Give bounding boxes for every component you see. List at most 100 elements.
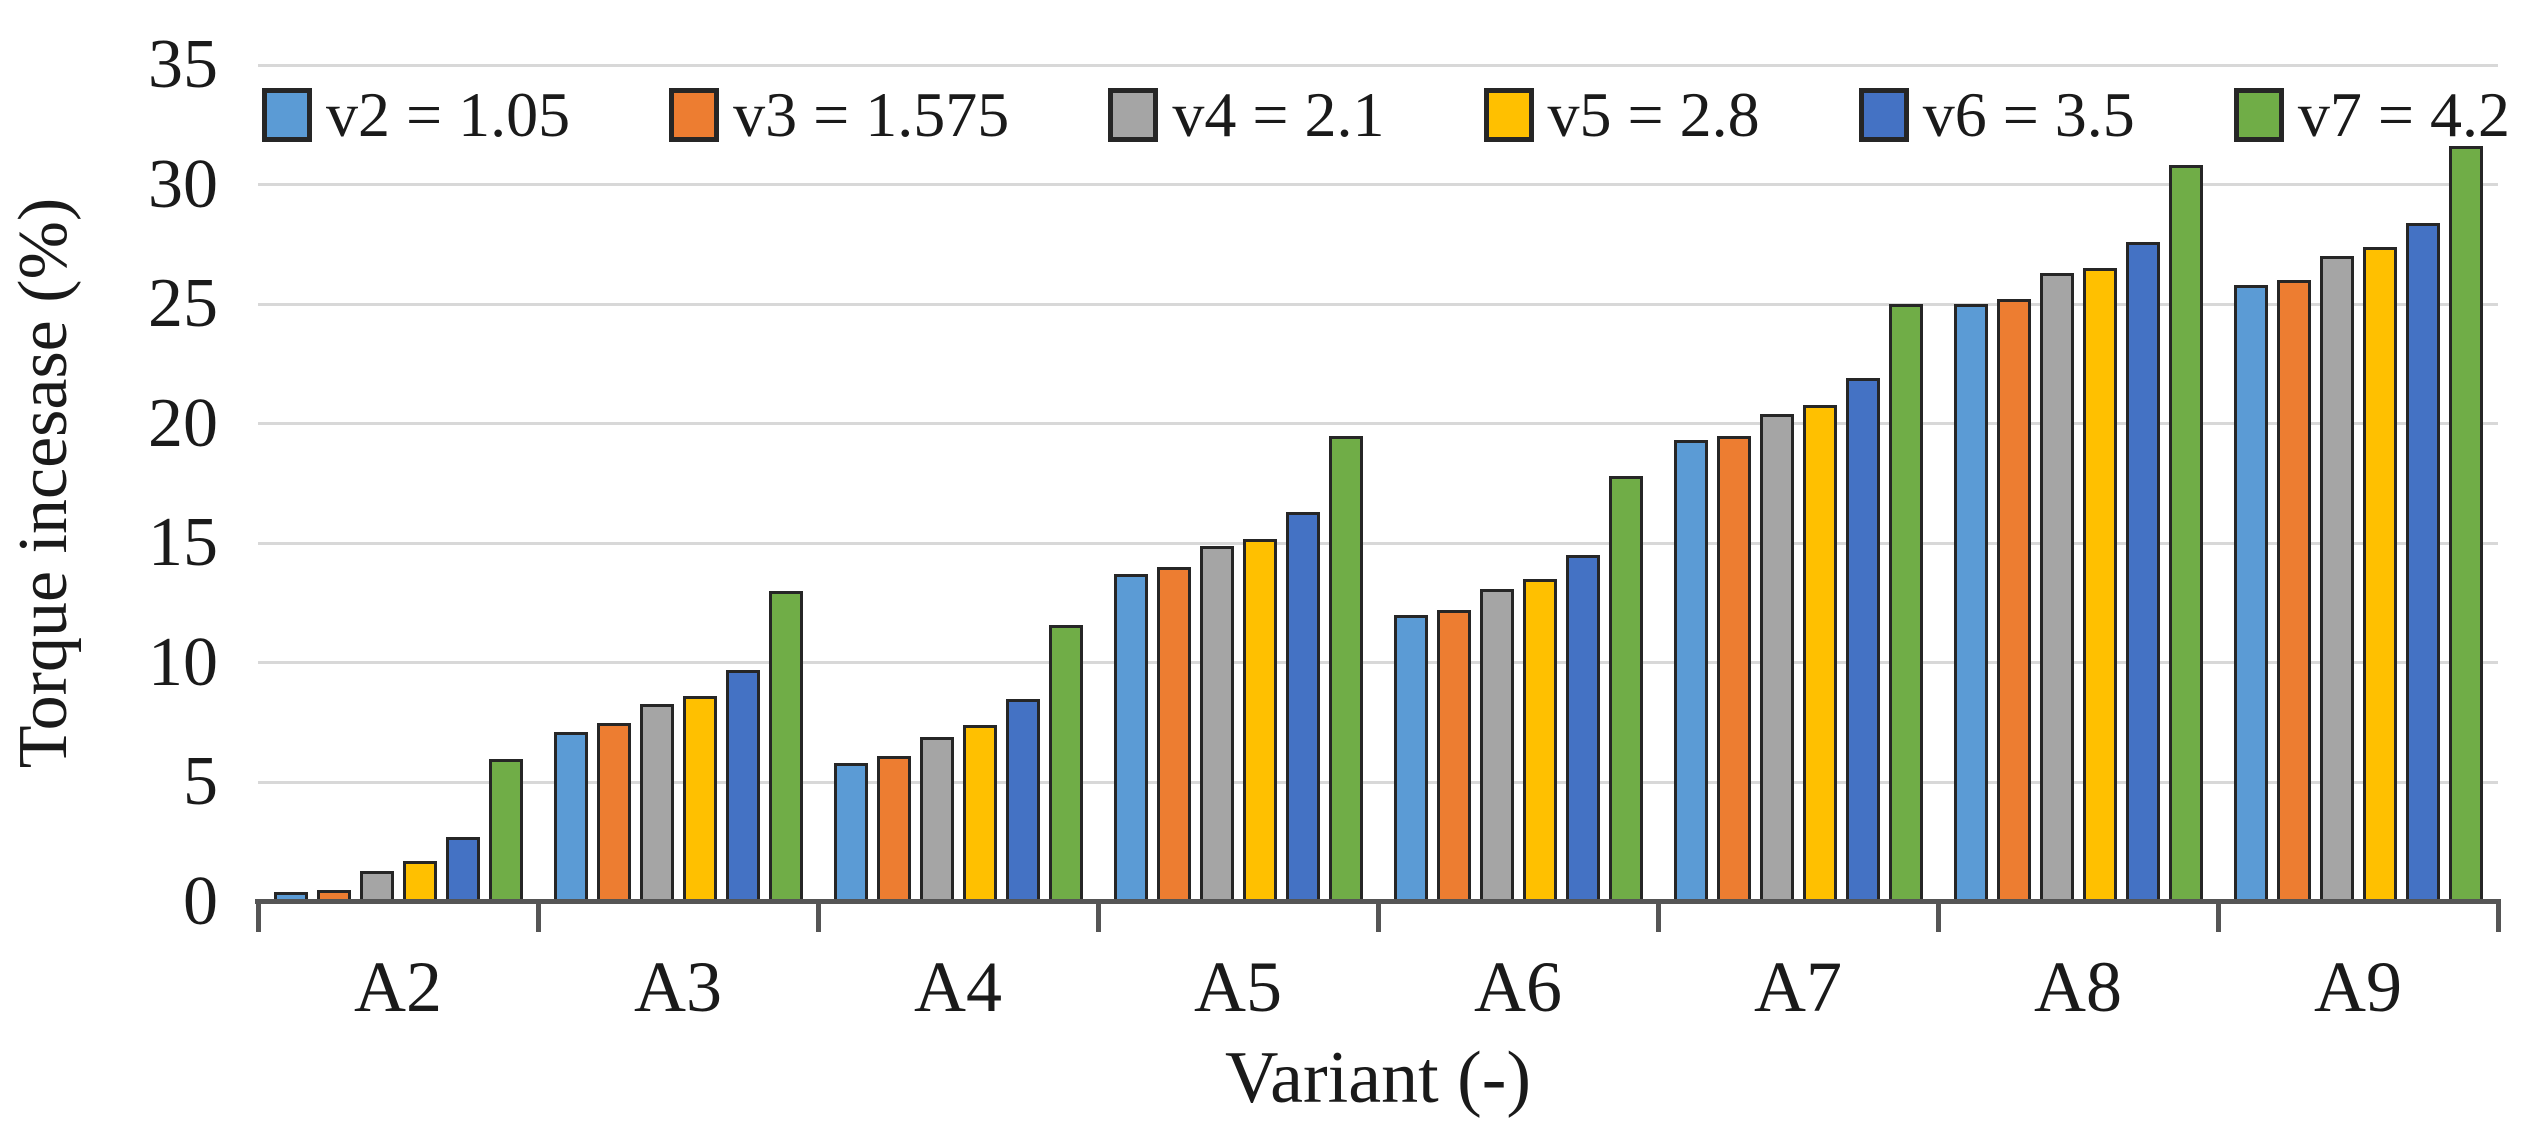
bar-A5-v5 [1243, 539, 1277, 902]
y-tick-label-20: 20 [148, 385, 218, 462]
bar-A9-v2 [2234, 285, 2268, 902]
category-label-A5: A5 [1194, 947, 1282, 1027]
bar-A3-v5 [683, 696, 717, 902]
bar-A6-v7 [1609, 476, 1643, 902]
category-label-A9: A9 [2314, 947, 2402, 1027]
bar-A3-v4 [640, 704, 674, 902]
bar-A5-v6 [1286, 512, 1320, 902]
legend-swatch-icon [1483, 88, 1534, 142]
legend-swatch-icon [1108, 88, 1159, 142]
bar-A2-v4 [360, 871, 394, 902]
bar-A6-v6 [1566, 555, 1600, 902]
bar-A3-v7 [769, 591, 803, 902]
bar-A3-v6 [726, 670, 760, 902]
bar-A7-v6 [1846, 378, 1880, 902]
bar-A8-v2 [1954, 304, 1988, 902]
legend-item-v2: v2 = 1.05 [262, 83, 570, 147]
x-axis-tick [256, 902, 261, 932]
bar-A8-v3 [1997, 299, 2031, 902]
legend-label: v7 = 4.2 [2297, 79, 2510, 150]
bar-A2-v6 [446, 837, 480, 902]
bar-A7-v5 [1803, 405, 1837, 902]
y-tick-label-25: 25 [148, 265, 218, 342]
bar-A6-v2 [1394, 615, 1428, 902]
x-axis-title: Variant (-) [1224, 1037, 1532, 1119]
bar-A6-v5 [1523, 579, 1557, 902]
bar-A9-v5 [2363, 247, 2397, 902]
category-label-A6: A6 [1474, 947, 1562, 1027]
legend-label: v4 = 2.1 [1172, 79, 1385, 150]
category-label-A2: A2 [354, 947, 442, 1027]
legend-swatch-icon [2233, 88, 2284, 142]
legend-item-v3: v3 = 1.575 [669, 83, 1009, 147]
gridline-35 [258, 64, 2498, 67]
category-label-A8: A8 [2034, 947, 2122, 1027]
bar-A7-v2 [1674, 440, 1708, 902]
legend-swatch-icon [1858, 88, 1909, 142]
bar-A5-v4 [1200, 546, 1234, 902]
legend-label: v2 = 1.05 [326, 79, 571, 150]
gridline-10 [258, 661, 2498, 664]
bar-A8-v7 [2169, 165, 2203, 902]
legend-item-v6: v6 = 3.5 [1858, 79, 2135, 150]
bar-A3-v2 [554, 732, 588, 902]
gridline-5 [258, 781, 2498, 784]
y-tick-label-0: 0 [183, 863, 218, 940]
gridline-15 [258, 542, 2498, 545]
legend-label: v5 = 2.8 [1547, 79, 1760, 150]
bar-A7-v7 [1889, 304, 1923, 902]
x-axis-tick [2216, 902, 2221, 932]
bar-A4-v3 [877, 756, 911, 902]
x-axis-tick [816, 902, 821, 932]
bar-A4-v5 [963, 725, 997, 902]
y-tick-label-15: 15 [148, 504, 218, 581]
x-axis-tick [2496, 902, 2501, 932]
legend-item-v4: v4 = 2.1 [1108, 83, 1384, 147]
y-tick-label-5: 5 [183, 743, 218, 820]
bar-A9-v3 [2277, 280, 2311, 902]
bar-A2-v5 [403, 861, 437, 902]
gridline-20 [258, 422, 2498, 425]
bar-A8-v4 [2040, 273, 2074, 902]
bar-A9-v7 [2449, 146, 2483, 902]
bar-A9-v6 [2406, 223, 2440, 902]
bar-A5-v2 [1114, 574, 1148, 902]
legend-label: v6 = 3.5 [1922, 79, 2135, 150]
legend-swatch-icon [669, 88, 720, 142]
legend-item-v7: v7 = 4.2 [2233, 79, 2510, 150]
legend-swatch-icon [262, 88, 312, 142]
x-axis-tick [1936, 902, 1941, 932]
bar-A6-v4 [1480, 589, 1514, 902]
bar-A8-v5 [2083, 268, 2117, 902]
bar-A4-v7 [1049, 625, 1083, 902]
bar-A6-v3 [1437, 610, 1471, 902]
y-tick-label-10: 10 [148, 624, 218, 701]
bar-A5-v7 [1329, 436, 1363, 902]
x-axis-tick [1096, 902, 1101, 932]
bar-A3-v3 [597, 723, 631, 902]
y-tick-label-35: 35 [148, 26, 218, 103]
bar-A4-v2 [834, 763, 868, 902]
bar-A7-v3 [1717, 436, 1751, 902]
legend: v2 = 1.05 v3 = 1.575 v4 = 2.1 v5 = 2.8 v6 = … [262, 79, 2510, 150]
category-label-A4: A4 [914, 947, 1002, 1027]
legend-item-v5: v5 = 2.8 [1483, 79, 1760, 150]
gridline-30 [258, 183, 2498, 186]
x-axis-line [255, 899, 2501, 904]
bar-A7-v4 [1760, 414, 1794, 902]
category-label-A7: A7 [1754, 947, 1842, 1027]
bar-A8-v6 [2126, 242, 2160, 902]
category-label-A3: A3 [634, 947, 722, 1027]
x-axis-tick [536, 902, 541, 932]
legend-label: v3 = 1.575 [733, 79, 1010, 150]
bar-A2-v7 [489, 759, 523, 902]
y-tick-label-30: 30 [148, 146, 218, 223]
x-axis-tick [1656, 902, 1661, 932]
bar-A4-v4 [920, 737, 954, 902]
x-axis-tick [1376, 902, 1381, 932]
bar-A5-v3 [1157, 567, 1191, 902]
gridline-25 [258, 303, 2498, 306]
bar-A4-v6 [1006, 699, 1040, 902]
bar-A9-v4 [2320, 256, 2354, 902]
